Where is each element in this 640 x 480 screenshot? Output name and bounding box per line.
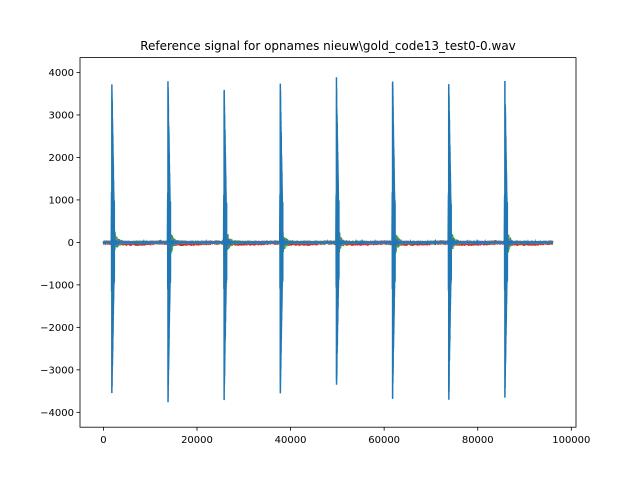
x-tick-label: 100000 (552, 435, 590, 446)
x-axis: 0 20000 40000 60000 80000 100000 (100, 427, 590, 446)
chart-title: Reference signal for opnames nieuw\gold_… (140, 39, 516, 53)
y-tick-label: −3000 (40, 365, 74, 376)
y-tick-label: 4000 (49, 68, 74, 79)
y-tick-label: 1000 (49, 195, 74, 206)
y-tick-label: −2000 (40, 323, 74, 334)
x-tick-label: 0 (100, 435, 106, 446)
x-tick-label: 20000 (181, 435, 213, 446)
y-tick-label: 0 (68, 238, 74, 249)
series-blue-line (102, 77, 554, 403)
y-tick-label: −4000 (40, 408, 74, 419)
y-tick-label: −1000 (40, 280, 74, 291)
y-tick-label: 2000 (49, 153, 74, 164)
y-axis: −4000 −3000 −2000 −1000 0 1000 2000 3000 4000 (40, 68, 80, 419)
series-layer (102, 77, 554, 403)
x-tick-label: 40000 (275, 435, 307, 446)
x-tick-label: 60000 (368, 435, 400, 446)
x-tick-label: 80000 (462, 435, 494, 446)
y-tick-label: 3000 (49, 110, 74, 121)
